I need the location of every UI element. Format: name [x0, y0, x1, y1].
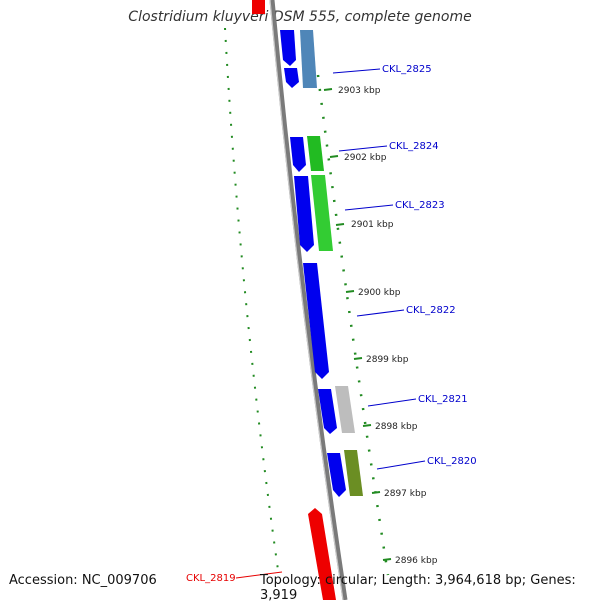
- tick-label: 2903 kbp: [338, 86, 381, 96]
- inner-dotted-ring: [224, 27, 279, 571]
- leader-ckl-2822: [356, 309, 405, 317]
- leader-ckl-2823: [344, 204, 394, 211]
- map-title: Clostridium kluyveri DSM 555, complete g…: [128, 9, 472, 25]
- cds-2824-green[interactable]: [307, 136, 324, 171]
- genome-summary-text: Topology: circular; Length: 3,964,618 bp…: [260, 573, 576, 603]
- gene-label-ckl-2821[interactable]: CKL_2821: [418, 394, 468, 405]
- gene-label-ckl-2820[interactable]: CKL_2820: [427, 456, 477, 467]
- forward-cds-2822[interactable]: [303, 263, 329, 379]
- gene-label-ckl-2822[interactable]: CKL_2822: [406, 305, 456, 316]
- reverse-cds-2819[interactable]: [308, 508, 336, 600]
- tick-label: 2902 kbp: [344, 153, 387, 163]
- tick-label: 2896 kbp: [395, 556, 438, 566]
- reverse-cds-top[interactable]: [252, 0, 265, 14]
- tick-label: 2897 kbp: [384, 489, 427, 499]
- leader-ckl-2824: [338, 145, 388, 152]
- forward-cds-2820[interactable]: [327, 453, 346, 497]
- tick-label: 2899 kbp: [366, 355, 409, 365]
- forward-cds-2825a[interactable]: [280, 30, 296, 66]
- tick-label: 2898 kbp: [375, 422, 418, 432]
- leader-ckl-2820: [376, 460, 426, 470]
- cds-2821-gray[interactable]: [335, 386, 355, 433]
- tick-mark: [353, 357, 363, 360]
- genome-backbone: [269, 0, 348, 600]
- cds-2825-steelblue[interactable]: [300, 30, 317, 88]
- tick-label: 2900 kbp: [358, 288, 401, 298]
- outer-dotted-ring: [316, 74, 390, 576]
- cds-2820-olive[interactable]: [344, 450, 363, 496]
- leader-ckl-2825: [332, 68, 381, 74]
- gene-label-ckl-2823[interactable]: CKL_2823: [395, 200, 445, 211]
- tick-mark: [382, 558, 392, 561]
- tick-mark: [371, 491, 381, 494]
- forward-cds-2823[interactable]: [294, 176, 314, 252]
- cds-2823-green[interactable]: [311, 175, 333, 251]
- tick-mark: [345, 290, 355, 293]
- tick-label: 2901 kbp: [351, 220, 394, 230]
- gene-label-ckl-2819[interactable]: CKL_2819: [186, 573, 236, 584]
- tick-mark: [362, 424, 372, 427]
- gene-label-ckl-2825[interactable]: CKL_2825: [382, 64, 432, 75]
- tick-mark: [335, 223, 345, 226]
- leader-ckl-2819: [235, 571, 283, 579]
- leader-ckl-2821: [367, 398, 417, 407]
- forward-cds-2825b[interactable]: [284, 68, 299, 88]
- tick-mark: [323, 88, 333, 91]
- forward-cds-2824[interactable]: [290, 137, 306, 172]
- gene-label-ckl-2824[interactable]: CKL_2824: [389, 141, 439, 152]
- genome-backbone-highlight: [269, 0, 344, 600]
- accession-text: Accession: NC_009706: [9, 573, 157, 588]
- tick-mark: [329, 155, 339, 158]
- forward-cds-2821[interactable]: [318, 389, 337, 434]
